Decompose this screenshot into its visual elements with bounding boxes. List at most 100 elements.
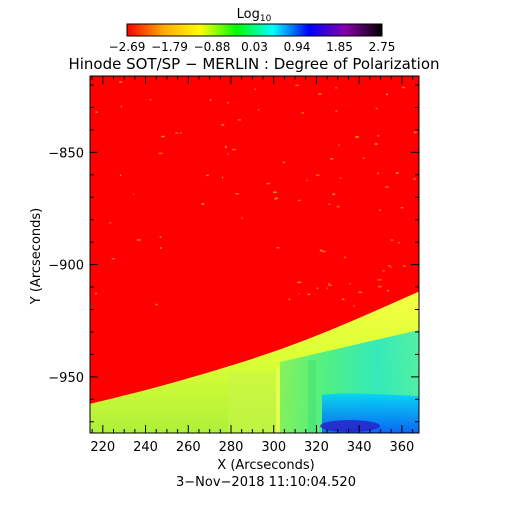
speckle (266, 182, 271, 185)
speckle (180, 132, 182, 134)
colorbar-label: Log10 (237, 7, 272, 24)
y-tick-label: −850 (48, 146, 84, 161)
x-tick-label: 320 (304, 440, 329, 455)
speckle (319, 249, 323, 252)
colorbar-tick-label: −2.69 (109, 40, 146, 54)
speckle (316, 287, 319, 290)
speckle (402, 265, 406, 267)
speckle (161, 135, 165, 138)
speckle (339, 177, 342, 180)
speckle (276, 247, 280, 249)
disk-detail-marks (228, 330, 419, 433)
speckle (301, 112, 304, 114)
speckle (326, 287, 328, 290)
speckle (336, 205, 340, 208)
speckle (95, 111, 98, 113)
speckle (307, 293, 311, 296)
speckle (386, 289, 389, 292)
speckle (335, 86, 338, 89)
speckle (328, 203, 331, 206)
speckle (297, 199, 301, 202)
speckle (377, 135, 380, 137)
speckle (413, 131, 417, 134)
speckle (316, 174, 320, 177)
speckle (377, 172, 380, 175)
speckle (328, 282, 330, 285)
speckle (306, 179, 308, 182)
speckle (272, 191, 277, 194)
x-tick-label: 220 (90, 440, 115, 455)
speckle (353, 305, 355, 307)
x-tick-label: 360 (389, 440, 414, 455)
speckle (227, 153, 229, 155)
speckle (401, 86, 406, 89)
speckle (235, 193, 240, 195)
speckle (378, 209, 381, 212)
speckle (297, 281, 302, 284)
timestamp: 3−Nov−2018 11:10:04.520 (176, 475, 356, 490)
speckle (159, 247, 162, 249)
speckle (149, 98, 152, 101)
speckle (328, 284, 332, 286)
speckle (358, 291, 363, 294)
speckle (232, 148, 236, 151)
plot-frame (89, 75, 420, 434)
x-tick-label: 300 (261, 440, 286, 455)
x-tick-label: 240 (133, 440, 158, 455)
speckle (377, 279, 382, 281)
speckle (119, 81, 123, 83)
speckle (288, 298, 291, 301)
speckle (222, 176, 224, 179)
speckle (398, 241, 400, 244)
x-axis: 220 240 260 280 300 320 340 360 (90, 76, 414, 455)
y-tick-label: −950 (48, 371, 84, 386)
speckle (241, 217, 243, 219)
speckle (362, 157, 365, 159)
speckle (201, 203, 205, 205)
disk-strip (228, 372, 280, 433)
speckle (224, 146, 227, 148)
speckle (159, 236, 162, 238)
colorbar-ticks: −2.69 −1.79 −0.88 0.03 0.94 1.85 2.75 (109, 40, 396, 54)
speckle (355, 136, 359, 138)
noise-speckles (95, 81, 417, 307)
active-region-dark (320, 420, 380, 432)
speckle (274, 197, 278, 200)
speckle (254, 88, 256, 91)
speckle (378, 285, 382, 288)
speckle (237, 119, 241, 121)
speckle (390, 239, 394, 241)
y-axis: −850 −900 −950 (48, 84, 419, 423)
speckle (109, 222, 112, 224)
x-axis-label: X (Arcseconds) (217, 458, 314, 473)
speckle (341, 298, 345, 301)
speckle (120, 105, 122, 108)
colorbar-tick-label: 1.85 (326, 40, 353, 54)
speckle (295, 84, 299, 87)
speckle (136, 239, 141, 241)
colorbar-tick-label: −0.88 (194, 40, 231, 54)
y-tick-label: −900 (48, 259, 84, 274)
speckle (221, 124, 225, 126)
speckle (298, 293, 300, 295)
disk-strip (308, 360, 316, 433)
speckle (158, 152, 163, 155)
speckle (206, 174, 209, 177)
plot-area (90, 76, 419, 433)
speckle (374, 143, 378, 145)
speckle (332, 193, 336, 196)
speckle (335, 110, 338, 112)
speckle (385, 93, 388, 96)
speckle (387, 265, 391, 267)
colorbar-tick-label: 2.75 (369, 40, 396, 54)
speckle (155, 303, 158, 306)
y-axis-label: Y (Arcseconds) (29, 208, 44, 305)
speckle (395, 172, 399, 174)
speckle (132, 193, 134, 196)
speckle (111, 257, 115, 260)
speckle (413, 178, 417, 180)
speckle (375, 107, 378, 110)
speckle (385, 186, 389, 188)
colorbar-tick-label: −1.79 (151, 40, 188, 54)
speckle (95, 292, 97, 295)
